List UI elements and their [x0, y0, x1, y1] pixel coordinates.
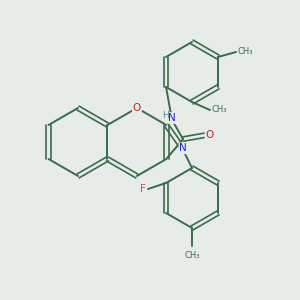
Text: O: O — [133, 103, 141, 113]
Text: N: N — [179, 143, 187, 153]
Text: F: F — [140, 184, 146, 194]
Text: CH₃: CH₃ — [184, 251, 200, 260]
Text: CH₃: CH₃ — [238, 47, 254, 56]
Text: O: O — [206, 130, 214, 140]
Text: CH₃: CH₃ — [212, 106, 227, 115]
Text: N: N — [168, 113, 176, 123]
Text: H: H — [162, 110, 168, 119]
